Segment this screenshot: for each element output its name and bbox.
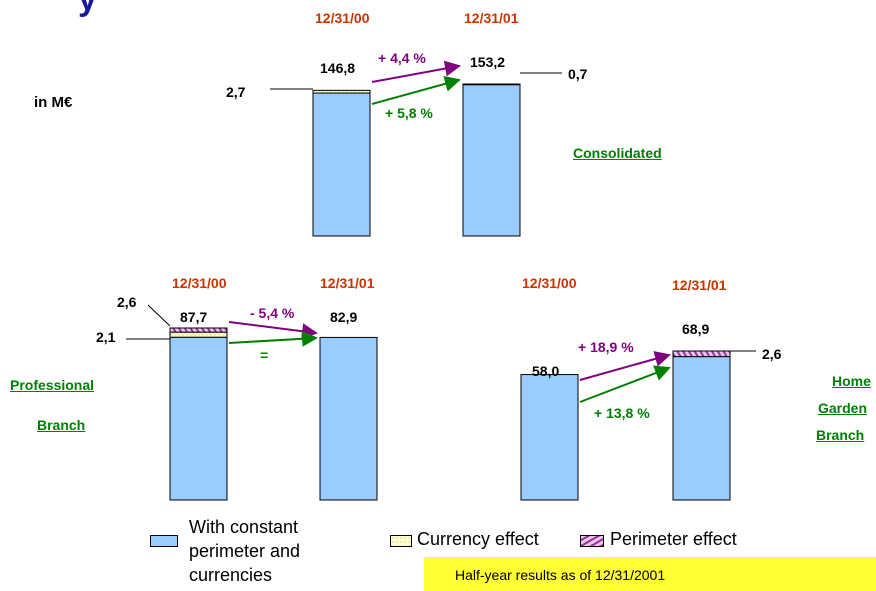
professional-bar-1-constant: [169, 336, 228, 501]
professional-growth-constant-arrow: [228, 330, 318, 347]
professional-bar-1-perimeter: [169, 327, 228, 333]
professional-label-line1: Professional: [10, 377, 95, 393]
consolidated-growth-total-arrow: [371, 60, 461, 83]
professional-perimeter-value: 2,1: [96, 329, 116, 345]
consolidated-growth-constant: + 5,8 %: [385, 105, 433, 121]
consolidated-growth-total: + 4,4 %: [378, 50, 426, 66]
legend-label-currency: Currency effect: [417, 529, 539, 549]
consolidated-perimeter-value: 0,7: [568, 66, 588, 82]
footer-text: Half-year results as of 12/31/2001: [455, 567, 666, 583]
home-garden-bar-1-constant: [520, 374, 579, 501]
legend-label-constant-1: With constant: [189, 517, 299, 537]
footer-banner: [424, 557, 876, 591]
consolidated-bar-2-constant: [462, 84, 521, 237]
legend-label-perimeter: Perimeter effect: [610, 529, 737, 549]
professional-growth-constant: =: [260, 347, 269, 363]
consolidated-currency-value: 2,7: [226, 84, 246, 100]
home-garden-total-2: 68,9: [682, 321, 710, 337]
home-garden-label-line3: Branch: [816, 427, 865, 443]
consolidated-date-1: 12/31/00: [315, 10, 370, 26]
professional-label-line2: Branch: [37, 417, 86, 433]
legend-swatch-perimeter: [580, 535, 604, 547]
home-garden-growth-constant-arrow: [579, 365, 671, 403]
legend-label-constant-3: currencies: [189, 565, 273, 585]
consolidated-growth-constant-arrow: [371, 76, 461, 105]
consolidated-label: Consolidated: [573, 145, 662, 161]
professional-growth-total-arrow: [228, 321, 318, 340]
consolidated-bar-1-currency: [312, 89, 371, 94]
home-garden-date-2: 12/31/01: [672, 277, 727, 293]
page-title-partial: y: [78, 0, 97, 19]
professional-date-1: 12/31/00: [172, 275, 227, 291]
consolidated-date-2: 12/31/01: [464, 10, 519, 26]
home-garden-bar-2-constant: [672, 356, 731, 501]
professional-growth-total: - 5,4 %: [250, 305, 295, 321]
professional-currency-leader: [147, 304, 171, 327]
professional-bar-1-currency: [169, 331, 228, 338]
legend-swatch-constant: [150, 535, 178, 547]
home-garden-growth-total-arrow: [579, 351, 671, 381]
professional-date-2: 12/31/01: [320, 275, 375, 291]
consolidated-bar-1-constant: [312, 92, 371, 237]
home-garden-total-1: 58,0: [532, 363, 560, 379]
consolidated-total-1: 146,8: [320, 60, 356, 76]
home-garden-bar-2-perimeter: [672, 350, 731, 358]
consolidated-bar-2-perimeter: [462, 83, 521, 86]
home-garden-growth-total: + 18,9 %: [578, 339, 634, 355]
legend-label-constant-2: perimeter and: [189, 541, 301, 561]
professional-total-1: 87,7: [180, 309, 208, 325]
home-garden-date-1: 12/31/00: [522, 275, 577, 291]
home-garden-label-line1: Home: [832, 373, 871, 389]
home-garden-label-line2: Garden: [818, 400, 868, 416]
professional-bar-2-constant: [319, 336, 378, 501]
professional-currency-value: 2,6: [117, 294, 137, 310]
professional-total-2: 82,9: [330, 309, 358, 325]
consolidated-total-2: 153,2: [470, 54, 506, 70]
legend-swatch-currency: [390, 535, 412, 547]
home-garden-perimeter-value: 2,6: [762, 346, 782, 362]
unit-label: in M€: [34, 94, 73, 111]
home-garden-growth-constant: + 13,8 %: [594, 405, 650, 421]
